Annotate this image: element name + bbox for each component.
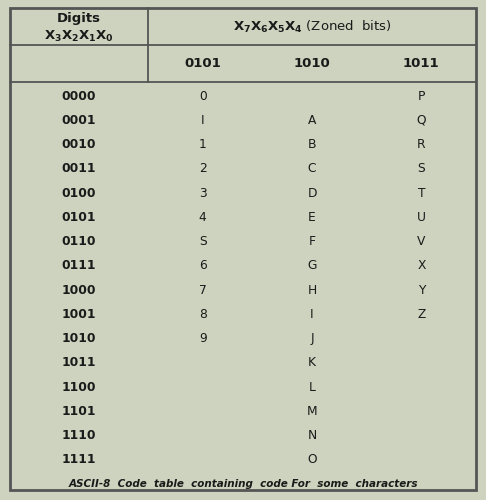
Text: X: X [417,260,426,272]
Text: R: R [417,138,426,151]
Text: L: L [309,380,315,394]
Text: 3: 3 [199,186,207,200]
Text: 0: 0 [199,90,207,102]
Text: 6: 6 [199,260,207,272]
Text: 1111: 1111 [62,454,96,466]
Text: P: P [417,90,425,102]
Text: 1101: 1101 [62,405,96,418]
Text: K: K [308,356,316,370]
Text: I: I [310,308,314,321]
Text: $\mathbf{X_3X_2X_1X_0}$: $\mathbf{X_3X_2X_1X_0}$ [44,29,114,44]
Text: 1110: 1110 [62,429,96,442]
Text: 0101: 0101 [184,57,221,70]
Text: V: V [417,235,426,248]
Text: 1010: 1010 [294,57,330,70]
Text: 7: 7 [199,284,207,296]
Text: 0011: 0011 [62,162,96,175]
Text: J: J [310,332,314,345]
Text: 0100: 0100 [62,186,96,200]
Text: 8: 8 [199,308,207,321]
Text: 9: 9 [199,332,207,345]
Text: F: F [309,235,315,248]
Text: 1011: 1011 [62,356,96,370]
Text: D: D [307,186,317,200]
Text: I: I [201,114,205,127]
Text: H: H [307,284,316,296]
Text: O: O [307,454,317,466]
Text: G: G [307,260,317,272]
Text: 0110: 0110 [62,235,96,248]
Text: 0000: 0000 [62,90,96,102]
Text: 1100: 1100 [62,380,96,394]
Text: U: U [417,211,426,224]
Text: E: E [308,211,316,224]
Text: B: B [308,138,316,151]
Text: 0101: 0101 [62,211,96,224]
Text: 2: 2 [199,162,207,175]
Text: Z: Z [417,308,425,321]
Text: 1000: 1000 [62,284,96,296]
Text: 0001: 0001 [62,114,96,127]
Text: Digits: Digits [57,12,101,25]
Text: $\mathbf{X_7X_6X_5X_4}$ (Zoned  bits): $\mathbf{X_7X_6X_5X_4}$ (Zoned bits) [233,18,391,34]
Text: 0010: 0010 [62,138,96,151]
Text: C: C [308,162,316,175]
Text: 1010: 1010 [62,332,96,345]
Text: 4: 4 [199,211,207,224]
Text: S: S [199,235,207,248]
Text: 1: 1 [199,138,207,151]
Text: Q: Q [417,114,426,127]
Text: T: T [417,186,425,200]
Text: A: A [308,114,316,127]
Text: Y: Y [417,284,425,296]
Text: 1001: 1001 [62,308,96,321]
Text: N: N [307,429,316,442]
Text: M: M [307,405,317,418]
Text: ASCII-8  Code  table  containing  code For  some  characters: ASCII-8 Code table containing code For s… [68,479,418,489]
Text: 1011: 1011 [403,57,440,70]
Text: 0111: 0111 [62,260,96,272]
Text: S: S [417,162,425,175]
